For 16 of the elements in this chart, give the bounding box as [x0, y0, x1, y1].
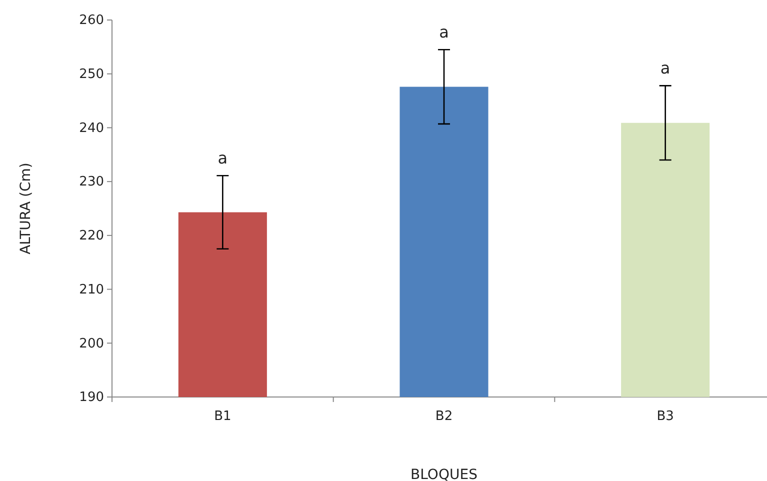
x-tick-label: B2 [435, 409, 453, 424]
y-axis-title: ALTURA (Cm) [18, 162, 34, 254]
annotation: a [660, 58, 670, 78]
annotation: a [218, 148, 228, 168]
y-tick-label: 190 [79, 390, 104, 406]
x-axis-title: BLOQUES [410, 467, 478, 481]
annotation: a [439, 22, 449, 42]
y-tick-label: 200 [79, 336, 104, 352]
y-tick-label: 220 [79, 228, 104, 244]
y-tick-label: 250 [79, 67, 104, 82]
x-tick-label: B3 [656, 409, 674, 424]
x-tick-label: B1 [214, 409, 232, 424]
y-tick-label: 260 [79, 13, 104, 28]
y-tick-label: 210 [79, 282, 104, 298]
y-tick-label: 230 [79, 174, 104, 190]
y-tick-label: 240 [79, 120, 104, 136]
